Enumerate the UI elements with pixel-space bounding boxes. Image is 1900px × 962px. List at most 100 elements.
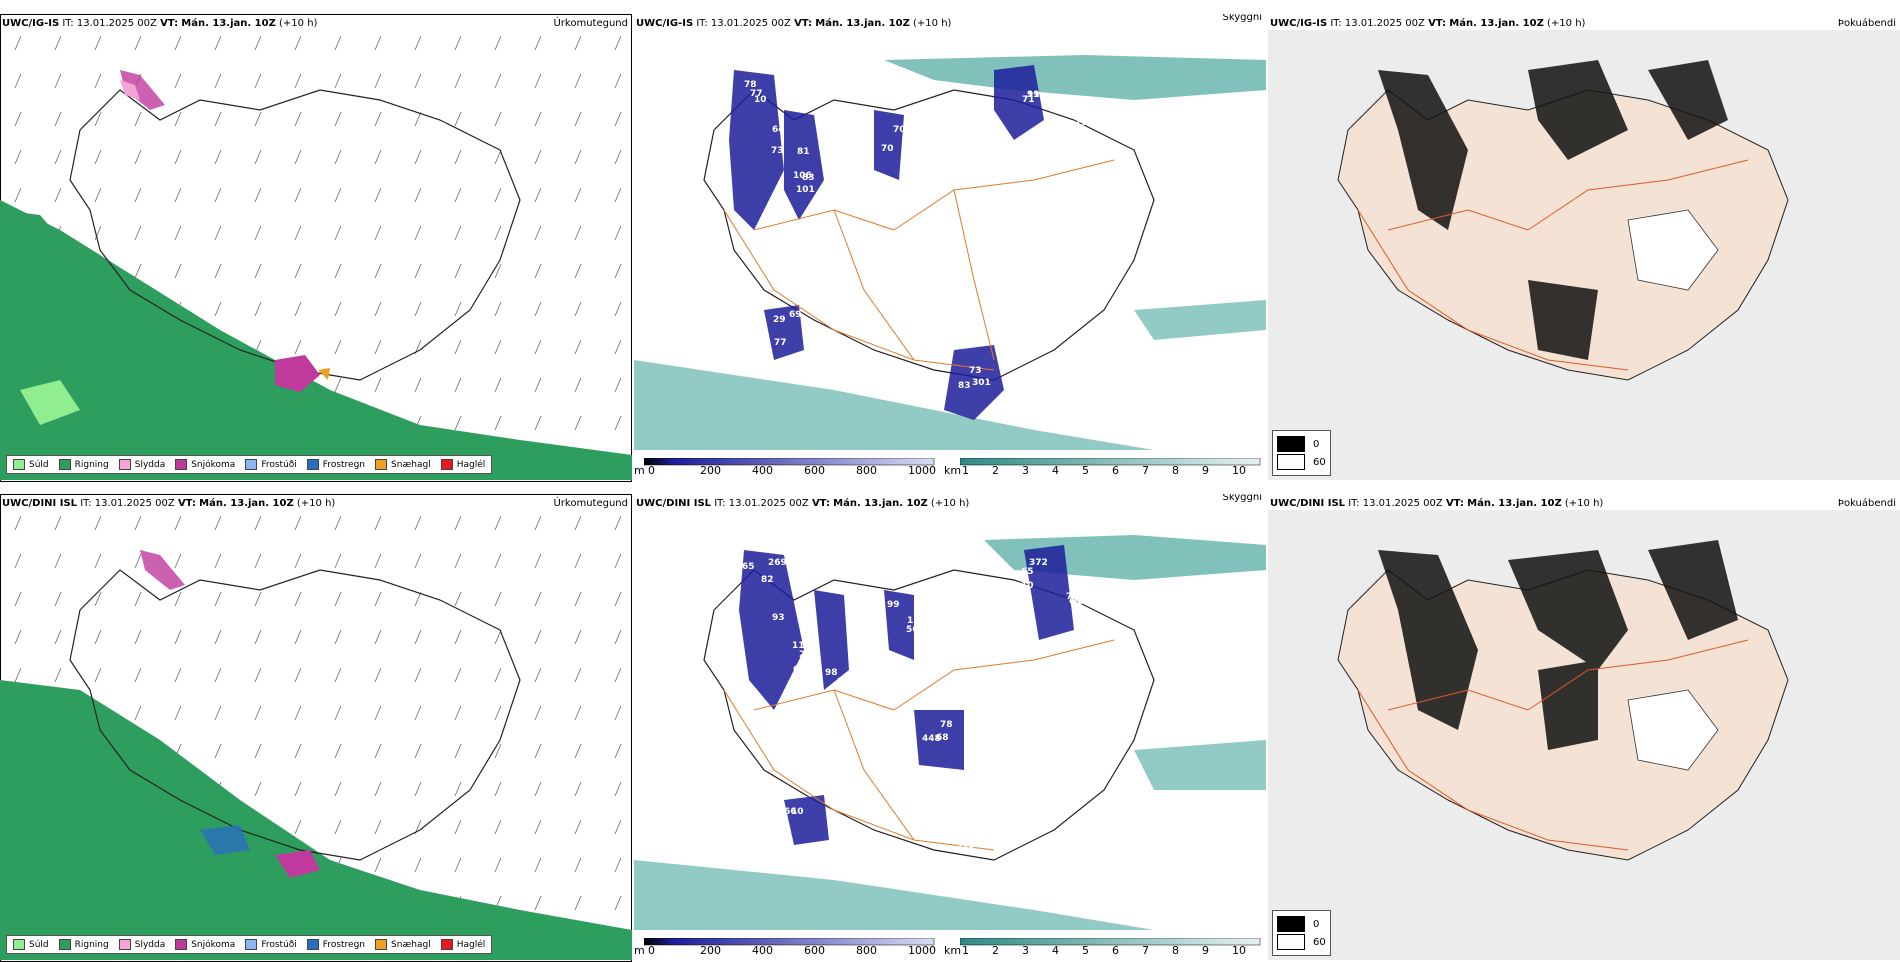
glacier — [1627, 689, 1719, 771]
visibility-value: 196 — [795, 599, 814, 609]
panel-header: UWC/IG-IS IT: 13.01.2025 00Z VT: Mán. 13… — [1270, 18, 1586, 29]
visibility-value: 73 — [969, 366, 982, 376]
colorbar-tick: 7 — [1142, 944, 1149, 957]
freezing-rain-area — [200, 825, 250, 855]
visibility-value: 72 — [772, 810, 785, 820]
visibility-value: 83 — [802, 173, 815, 183]
colorbar-ticks: 0 200 400 600 800 1000 — [648, 464, 960, 477]
visibility-value: 71 — [1022, 95, 1035, 105]
visibility-value: 10 — [1021, 581, 1034, 591]
snow-area — [275, 850, 320, 878]
colorbar-tick: 400 — [752, 944, 773, 957]
legend-label: Slydda — [134, 939, 166, 950]
visibility-value: 115 — [792, 641, 811, 651]
legend-swatch — [440, 459, 453, 470]
panel-header: UWC/IG-IS IT: 13.01.2025 00Z VT: Mán. 13… — [636, 18, 952, 29]
legend-swatch — [245, 939, 258, 950]
visibility-value: 69 — [789, 310, 802, 320]
legend-item: Frostregn — [306, 939, 366, 950]
visibility-value: 29 — [773, 315, 786, 325]
legend-label: Snæhagl — [391, 459, 431, 470]
visibility-value: 69 — [1069, 597, 1082, 607]
fog-panel-top: UWC/IG-IS IT: 13.01.2025 00Z VT: Mán. 13… — [1268, 14, 1900, 482]
fog-map — [1268, 510, 1900, 960]
snow-area-nw — [120, 70, 165, 110]
visibility-value: 19 — [1027, 90, 1040, 100]
visibility-labels: 82 75 60 99 65 54 72 78 69 81 65 93 115 56 10 85 66 68 884… — [742, 558, 1090, 874]
legend-label: Súld — [29, 939, 49, 950]
legend-swatch — [175, 939, 188, 950]
colorbar-tick: 4 — [1052, 464, 1059, 477]
legend-swatch — [375, 939, 388, 950]
panel-title: Úrkomutegund — [553, 498, 628, 509]
visibility-value: 68 — [908, 124, 921, 134]
legend-label: Frostregn — [322, 939, 366, 950]
visibility-value: 65 — [1021, 567, 1034, 577]
visibility-value: 93 — [772, 613, 785, 623]
visibility-value: 158 — [907, 616, 926, 626]
visibility-map: 1064837091836978527478811066871737798119… — [634, 55, 1266, 450]
colorbar-m: m 0 200 400 600 800 1000 — [634, 938, 936, 957]
panel-header: UWC/DINI ISL IT: 13.01.2025 00Z VT: Mán.… — [1270, 498, 1604, 509]
colorbar-unit: m — [634, 464, 645, 477]
colorbar-tick: 6 — [1112, 464, 1119, 477]
visibility-value: 75 — [796, 614, 809, 624]
legend-swatch — [375, 459, 388, 470]
visibility-value: 54 — [973, 864, 986, 874]
colorbar-tick: 5 — [1082, 944, 1089, 957]
roads — [1357, 639, 1749, 851]
panel-title: Þokuábendi — [1837, 498, 1896, 509]
visibility-labels: 1064837091836978527478811066871737798119… — [744, 80, 1092, 391]
colorbar-tick: 0 — [648, 464, 655, 477]
fog-label: 0 — [1313, 918, 1320, 930]
legend-item: Haglél — [440, 459, 485, 470]
legend-item: Slydda — [118, 459, 165, 470]
legend-item: Snæhagl — [375, 459, 431, 470]
visibility-value: 310 — [956, 841, 975, 851]
fog-label: 0 — [1313, 438, 1320, 450]
legend-item: Frostúði — [245, 459, 297, 470]
rain-area — [0, 680, 632, 960]
fog-panel-bottom: UWC/DINI ISL IT: 13.01.2025 00Z VT: Mán.… — [1268, 494, 1900, 962]
colorbar-tick: 4 — [1052, 944, 1059, 957]
visibility-value: 56 — [906, 625, 919, 635]
legend-item: Haglél — [440, 939, 485, 950]
legend-swatch — [13, 459, 25, 470]
colorbar-tick: 1000 — [908, 464, 936, 477]
visibility-map: 82 75 60 99 65 54 72 78 69 81 65 93 115 56 10 85 66 68 884… — [634, 535, 1266, 930]
legend-item: Súld — [13, 939, 49, 950]
visibility-panel-bottom: UWC/DINI ISL IT: 13.01.2025 00Z VT: Mán.… — [634, 494, 1266, 962]
fog-swatch-black — [1277, 916, 1305, 932]
panel-title: Úrkomutegund — [553, 18, 628, 29]
colorbar-unit: km — [944, 464, 962, 477]
visibility-value: 81 — [837, 677, 850, 687]
visibility-value: 99 — [887, 600, 900, 610]
visibility-value: 70 — [893, 125, 906, 135]
visibility-value: 91 — [1027, 90, 1040, 100]
legend-swatch — [13, 939, 25, 950]
roads — [1357, 159, 1749, 371]
visibility-value: 11 — [1075, 118, 1088, 128]
iceland-outline — [69, 569, 521, 861]
panel-title: Skyggni — [1222, 494, 1262, 503]
precip-legend: Súld Rigning Slydda Snjókoma Frostúði Frostre… — [6, 935, 493, 954]
visibility-value: 10 — [791, 807, 804, 817]
visibility-value: 372 — [1029, 558, 1048, 568]
roads — [723, 159, 1115, 371]
colorbar-ticks: 1 2 3 4 5 6 7 8 9 10 — [962, 944, 1262, 957]
colorbar-tick: 8 — [1172, 464, 1179, 477]
legend-swatch — [245, 459, 258, 470]
precip-type-panel-bottom: UWC/DINI ISL IT: 13.01.2025 00Z VT: Mán.… — [0, 494, 632, 962]
colorbar-tick: 10 — [1232, 464, 1246, 477]
colorbar-tick: 10 — [1232, 944, 1246, 957]
colorbar-tick: 1 — [962, 464, 969, 477]
precip-type-map — [0, 515, 632, 960]
panel-title: Þokuábendi — [1837, 18, 1896, 29]
panel-header: UWC/DINI ISL IT: 13.01.2025 00Z VT: Mán.… — [2, 498, 336, 509]
legend-swatch — [175, 459, 188, 470]
legend-label: Rigning — [74, 939, 109, 950]
visibility-value: 749 — [1066, 592, 1085, 602]
rain-area-west — [0, 210, 70, 270]
colorbar-tick: 1 — [962, 944, 969, 957]
colorbar-tick: 800 — [856, 464, 877, 477]
